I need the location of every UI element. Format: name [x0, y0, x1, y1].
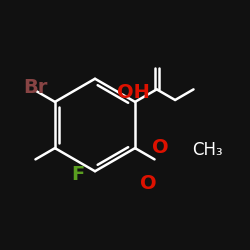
Text: Br: Br — [23, 78, 47, 97]
Text: CH₃: CH₃ — [192, 141, 223, 159]
Text: OH: OH — [117, 83, 150, 102]
Text: F: F — [71, 166, 84, 184]
Text: O: O — [152, 138, 168, 157]
Text: O: O — [140, 174, 157, 193]
